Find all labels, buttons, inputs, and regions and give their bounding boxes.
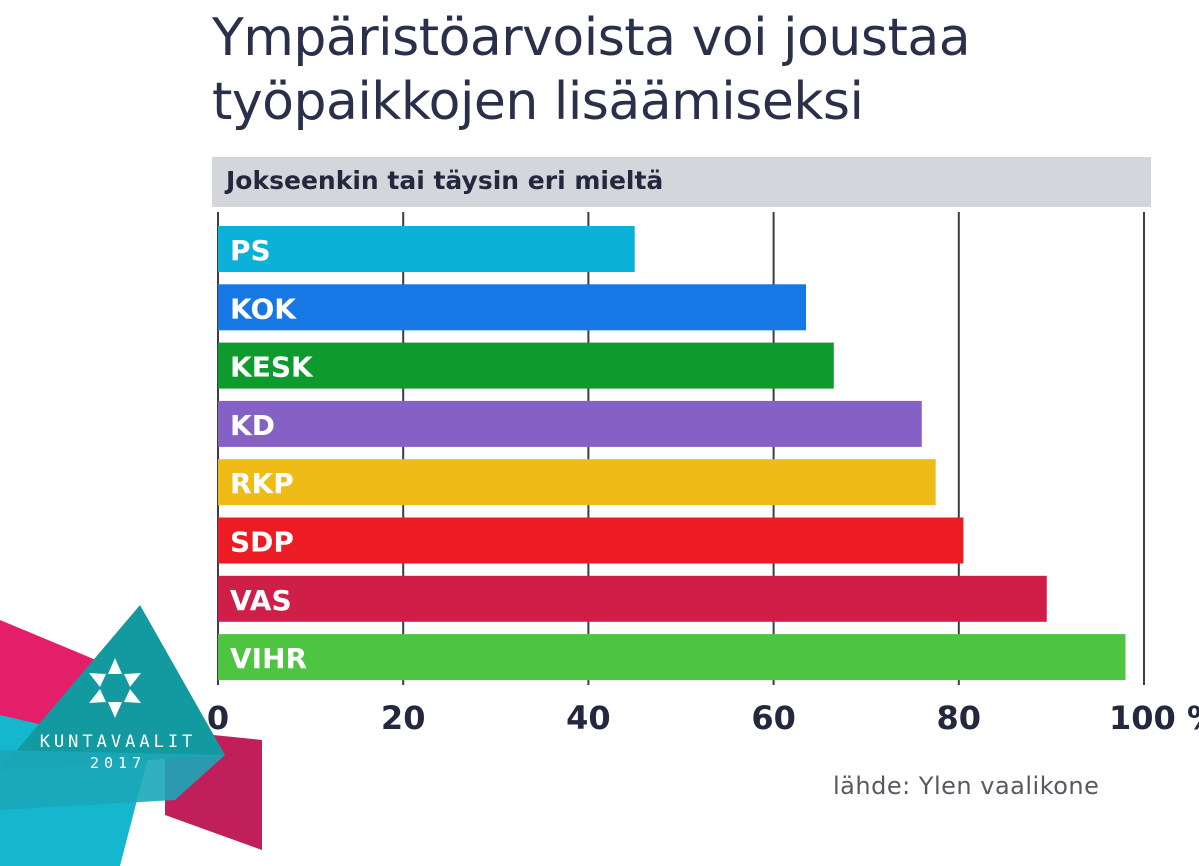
bar-sdp <box>218 517 964 564</box>
bar-vihr <box>218 634 1126 681</box>
title-line-2: työpaikkojen lisäämiseksi <box>212 72 864 132</box>
title-line-1: Ympäristöarvoista voi joustaa <box>212 8 971 68</box>
bar-label-vas: VAS <box>230 584 292 617</box>
bar-label-rkp: RKP <box>230 467 294 500</box>
bar-kesk <box>218 342 834 389</box>
bar-kd <box>218 400 922 447</box>
chart-title: Ympäristöarvoista voi joustaa työpaikkoj… <box>212 6 1172 134</box>
x-tick-label-100: 100 % <box>1109 699 1199 737</box>
x-tick-label-60: 60 <box>751 699 796 737</box>
bar-label-ps: PS <box>230 234 271 267</box>
logo-star-icon <box>89 658 141 718</box>
bar-label-kok: KOK <box>230 292 297 325</box>
chart-subtitle: Jokseenkin tai täysin eri mieltä <box>226 166 664 195</box>
bar-ps <box>218 226 635 272</box>
bar-kok <box>218 284 807 331</box>
x-tick-label-0: 0 <box>207 699 229 737</box>
subtitle-bar: Jokseenkin tai täysin eri mieltä <box>212 157 1151 207</box>
source-note: lähde: Ylen vaalikone <box>833 772 1100 800</box>
bar-vas <box>218 575 1047 622</box>
bar-label-sdp: SDP <box>230 526 294 559</box>
x-tick-label-80: 80 <box>937 699 982 737</box>
x-tick-label-40: 40 <box>566 699 611 737</box>
logo-year: 2017 <box>90 754 146 772</box>
bar-label-vihr: VIHR <box>230 642 307 675</box>
logo-text: KUNTAVAALIT <box>40 732 197 752</box>
x-tick-label-20: 20 <box>381 699 426 737</box>
bar-rkp <box>218 459 936 506</box>
bar-label-kd: KD <box>230 409 275 442</box>
bar-label-kesk: KESK <box>230 351 314 384</box>
kuntavaalit-logo: KUNTAVAALIT 2017 <box>0 605 262 866</box>
